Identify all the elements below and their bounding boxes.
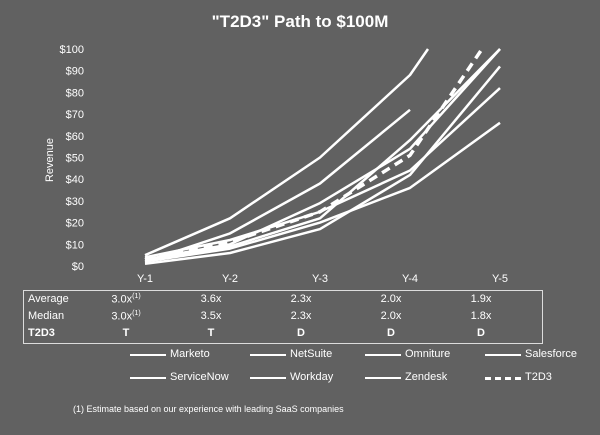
chart-title: "T2D3" Path to $100M [211,12,389,31]
stats-cell-value: 2.0x [380,293,402,305]
y-tick-label: $90 [66,66,84,78]
y-tick-label: $10 [66,239,84,251]
series-line-netsuite [144,48,430,257]
footnote-marker: (1) [132,310,141,317]
stats-cell: 1.9x [451,293,511,305]
y-axis-label: Revenue [44,138,56,182]
series-line-zendesk [144,48,501,261]
stats-cell-value: T [122,327,130,339]
y-tick-label: $70 [66,109,84,121]
legend-label: NetSuite [290,348,333,360]
y-tick-label: $30 [66,196,84,208]
legend-swatch [365,354,401,356]
legend-swatch [250,354,286,356]
legend-swatch [485,354,521,356]
stats-cell-value: 3.0x [111,310,133,323]
legend-label: Zendesk [405,371,448,383]
stats-cell-value: 2.3x [290,310,312,322]
legend-label: Salesforce [525,348,577,360]
series-line-workday [144,65,501,266]
series-lines [144,48,501,266]
stats-row-average: Average 3.0x(1) 3.6x 2.3x 2.0x 1.9x [24,291,542,309]
y-tick-labels: $0 $10 $20 $30 $40 $50 $60 $70 $80 $90 $100 [60,44,84,273]
stats-cell-value: 1.8x [470,310,492,322]
y-tick-label: $0 [72,261,84,273]
legend-swatch [485,377,521,380]
legend-label: Omniture [405,348,451,360]
stats-table: Average 3.0x(1) 3.6x 2.3x 2.0x 1.9x Median 3.0x… [23,290,543,344]
stats-cell: 2.3x [271,310,331,322]
legend-label: ServiceNow [170,371,229,383]
x-tick-label: Y-5 [492,273,508,285]
stats-row-median: Median 3.0x(1) 3.5x 2.3x 2.0x 1.8x [24,308,542,326]
footnote-marker: (1) [132,293,141,300]
stats-cell: 3.0x(1) [96,310,156,323]
stats-cell-value: 3.0x [111,293,133,306]
footnote: (1) Estimate based on our experience wit… [73,404,344,414]
stats-row-label: T2D3 [28,327,55,339]
series-line-omniture [144,121,501,263]
line-chart: Revenue $0 $10 $20 $30 $40 $50 $60 $70 $80 $90 $10… [44,44,508,285]
legend-swatch [365,377,401,379]
x-tick-label: Y-4 [402,273,418,285]
y-tick-label: $50 [66,153,84,165]
x-tick-labels: Y-1 Y-2 Y-3 Y-4 Y-5 [137,273,508,285]
stats-cell: D [271,327,331,339]
stats-cell-value: T [207,327,215,339]
y-tick-label: $60 [66,131,84,143]
legend-label: Marketo [170,348,210,360]
legend-label: Workday [290,371,334,383]
stats-cell-value: 1.9x [470,293,492,305]
legend-label: T2D3 [525,371,552,383]
x-tick-label: Y-2 [222,273,238,285]
stats-cell-value: 3.6x [200,293,222,305]
stats-cell-value: D [387,327,395,339]
stats-cell: T [96,327,156,339]
legend: Marketo NetSuite Omniture Salesforce Service… [0,344,600,394]
stats-cell: 2.3x [271,293,331,305]
stats-cell: T [181,327,241,339]
series-line-salesforce [144,48,501,261]
y-tick-label: $100 [60,44,84,56]
stats-cell: 2.0x [361,293,421,305]
x-tick-label: Y-3 [312,273,328,285]
stats-cell-value: D [297,327,305,339]
y-axis-label-group: Revenue [44,138,56,182]
series-line-t2d3 [144,48,484,262]
stats-cell: D [361,327,421,339]
stats-row-t2d3: T2D3 T T D D D [24,325,542,343]
stats-cell-value: 3.5x [200,310,222,322]
stats-cell-value: 2.0x [380,310,402,322]
legend-swatch [130,354,166,356]
stats-cell: 3.0x(1) [96,293,156,306]
stats-row-label: Median [28,310,65,322]
x-tick-label: Y-1 [137,273,153,285]
stats-row-label: Average [28,293,69,305]
y-tick-label: $80 [66,87,84,99]
y-tick-label: $20 [66,218,84,230]
stats-cell-value: D [477,327,485,339]
legend-swatch [130,377,166,379]
legend-swatch [250,377,286,379]
stats-cell: 3.6x [181,293,241,305]
stats-cell: 1.8x [451,310,511,322]
series-line-servicenow [144,108,411,263]
stats-cell: D [451,327,511,339]
stats-cell-value: 2.3x [290,293,312,305]
y-tick-label: $40 [66,174,84,186]
stats-cell: 3.5x [181,310,241,322]
stats-cell: 2.0x [361,310,421,322]
